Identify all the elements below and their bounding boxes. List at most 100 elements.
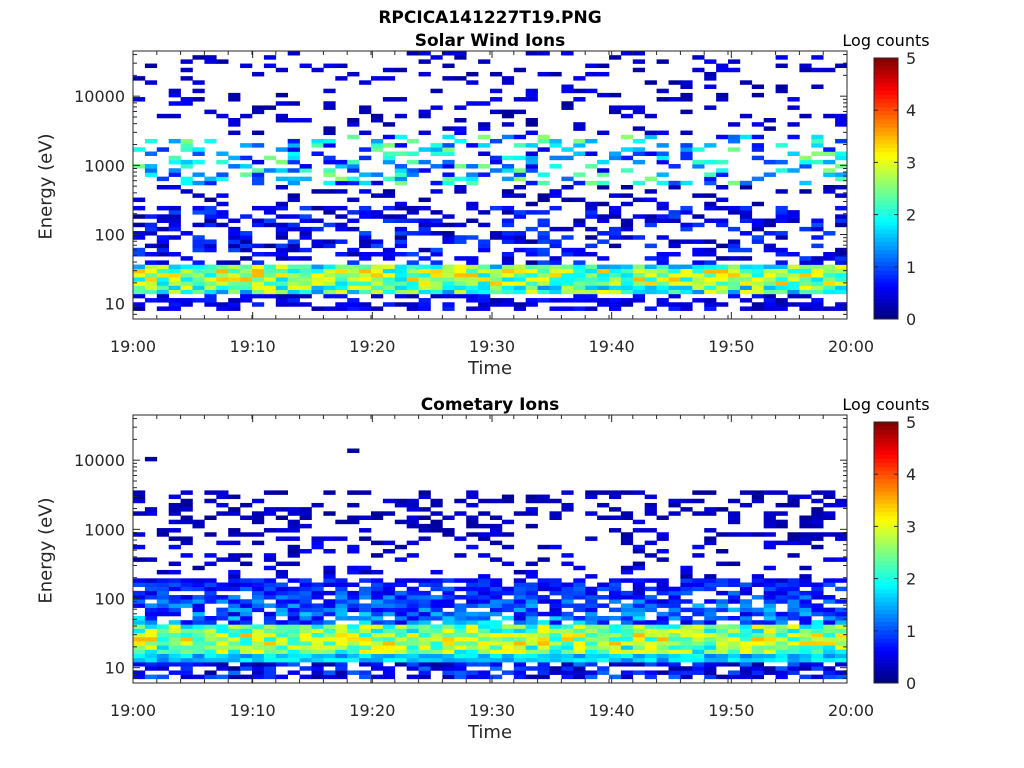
heatmap-cell bbox=[549, 243, 562, 249]
heatmap-cell bbox=[501, 298, 515, 303]
heatmap-cell bbox=[644, 277, 657, 282]
heatmap-cell bbox=[466, 172, 479, 177]
heatmap-cell bbox=[382, 134, 396, 140]
heatmap-cell bbox=[371, 662, 384, 667]
heatmap-cell bbox=[680, 498, 693, 504]
heatmap-cell bbox=[240, 515, 253, 520]
heatmap-cell bbox=[823, 674, 836, 680]
heatmap-cell bbox=[501, 561, 515, 567]
heatmap-cell bbox=[382, 611, 396, 617]
heatmap-cell bbox=[287, 268, 300, 274]
heatmap-cell bbox=[775, 611, 788, 617]
colorbar-segment bbox=[874, 253, 898, 259]
heatmap-cell bbox=[501, 636, 515, 642]
heatmap-cell bbox=[204, 109, 217, 115]
heatmap-cell bbox=[716, 645, 729, 650]
heatmap-cell bbox=[287, 536, 300, 541]
heatmap-cell bbox=[311, 657, 324, 663]
heatmap-cell bbox=[180, 189, 193, 194]
heatmap-cell bbox=[371, 586, 384, 592]
heatmap-cell bbox=[144, 231, 158, 236]
heatmap-cell bbox=[525, 51, 538, 56]
heatmap-cell bbox=[430, 662, 443, 667]
heatmap-cell bbox=[394, 285, 407, 290]
heatmap-cell bbox=[537, 611, 550, 617]
x-tick-label: 19:20 bbox=[349, 337, 395, 356]
heatmap-cell bbox=[144, 657, 158, 663]
heatmap-cell bbox=[299, 620, 312, 625]
heatmap-cell bbox=[478, 616, 491, 621]
colorbar-frame bbox=[873, 421, 899, 684]
heatmap-cell bbox=[478, 649, 491, 654]
heatmap-cell bbox=[394, 97, 407, 102]
heatmap-cell bbox=[287, 247, 300, 253]
heatmap-cell bbox=[394, 578, 407, 583]
heatmap-cell bbox=[192, 277, 205, 282]
heatmap-cell bbox=[763, 628, 776, 634]
heatmap-cell bbox=[216, 201, 229, 207]
heatmap-cell bbox=[513, 645, 526, 650]
heatmap-cell bbox=[811, 298, 824, 303]
heatmap-cell bbox=[811, 507, 824, 512]
heatmap-cell bbox=[620, 134, 634, 140]
heatmap-cell bbox=[573, 628, 586, 634]
colorbar-segment bbox=[874, 674, 898, 680]
heatmap-cell bbox=[573, 645, 586, 650]
heatmap-cell bbox=[525, 616, 538, 621]
heatmap-cell bbox=[371, 607, 384, 613]
heatmap-cell bbox=[204, 616, 217, 621]
heatmap-cell bbox=[549, 607, 562, 613]
heatmap-cell bbox=[561, 235, 574, 240]
heatmap-cell bbox=[394, 624, 407, 629]
heatmap-cell bbox=[394, 243, 407, 249]
heatmap-cell bbox=[418, 298, 431, 303]
heatmap-cell bbox=[394, 607, 407, 613]
heatmap-cell bbox=[668, 97, 681, 102]
heatmap-cell bbox=[513, 641, 526, 646]
heatmap-cell bbox=[811, 218, 824, 223]
heatmap-cell bbox=[144, 641, 158, 646]
heatmap-cell bbox=[704, 105, 717, 110]
heatmap-cell bbox=[656, 616, 669, 621]
heatmap-cell bbox=[597, 624, 610, 629]
heatmap-cell bbox=[597, 670, 610, 675]
heatmap-cell bbox=[501, 155, 515, 161]
heatmap-cell bbox=[323, 607, 336, 613]
heatmap-cell bbox=[537, 193, 550, 198]
heatmap-cell bbox=[133, 557, 146, 562]
heatmap-cell bbox=[656, 88, 669, 94]
heatmap-cell bbox=[252, 243, 265, 249]
heatmap-cell bbox=[620, 105, 634, 110]
heatmap-cell bbox=[371, 636, 384, 642]
heatmap-cell bbox=[156, 662, 169, 667]
heatmap-cell bbox=[644, 553, 657, 558]
heatmap-cell bbox=[739, 662, 753, 667]
heatmap-cell bbox=[144, 595, 158, 600]
heatmap-cell bbox=[263, 590, 277, 596]
colorbar-segment bbox=[874, 282, 898, 287]
heatmap-cell bbox=[156, 243, 169, 249]
colorbar-segment bbox=[874, 66, 898, 71]
heatmap-cell bbox=[763, 519, 776, 525]
heatmap-cell bbox=[442, 126, 455, 131]
heatmap-cell bbox=[835, 272, 848, 278]
heatmap-cell bbox=[609, 636, 622, 642]
heatmap-cell bbox=[323, 285, 336, 290]
heatmap-cell bbox=[394, 611, 407, 617]
heatmap-cell bbox=[680, 97, 693, 102]
heatmap-cell bbox=[371, 293, 384, 299]
heatmap-cell bbox=[275, 611, 288, 617]
heatmap-cell bbox=[609, 607, 622, 613]
heatmap-cell bbox=[561, 101, 574, 106]
heatmap-cell bbox=[799, 632, 812, 638]
heatmap-cell bbox=[811, 662, 824, 667]
heatmap-cell bbox=[620, 302, 634, 307]
heatmap-cell bbox=[525, 180, 538, 186]
heatmap-cell bbox=[561, 649, 574, 654]
heatmap-cell bbox=[573, 126, 586, 131]
heatmap-cell bbox=[835, 620, 848, 625]
heatmap-cell bbox=[478, 632, 491, 638]
heatmap-cell bbox=[561, 599, 574, 604]
heatmap-cell bbox=[275, 247, 288, 253]
heatmap-cell bbox=[442, 641, 455, 646]
